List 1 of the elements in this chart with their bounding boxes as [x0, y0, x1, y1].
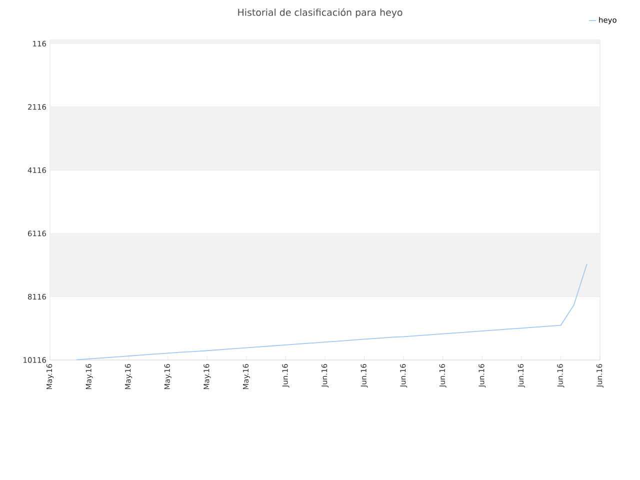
- chart-title: Historial de clasificación para heyo: [238, 8, 402, 18]
